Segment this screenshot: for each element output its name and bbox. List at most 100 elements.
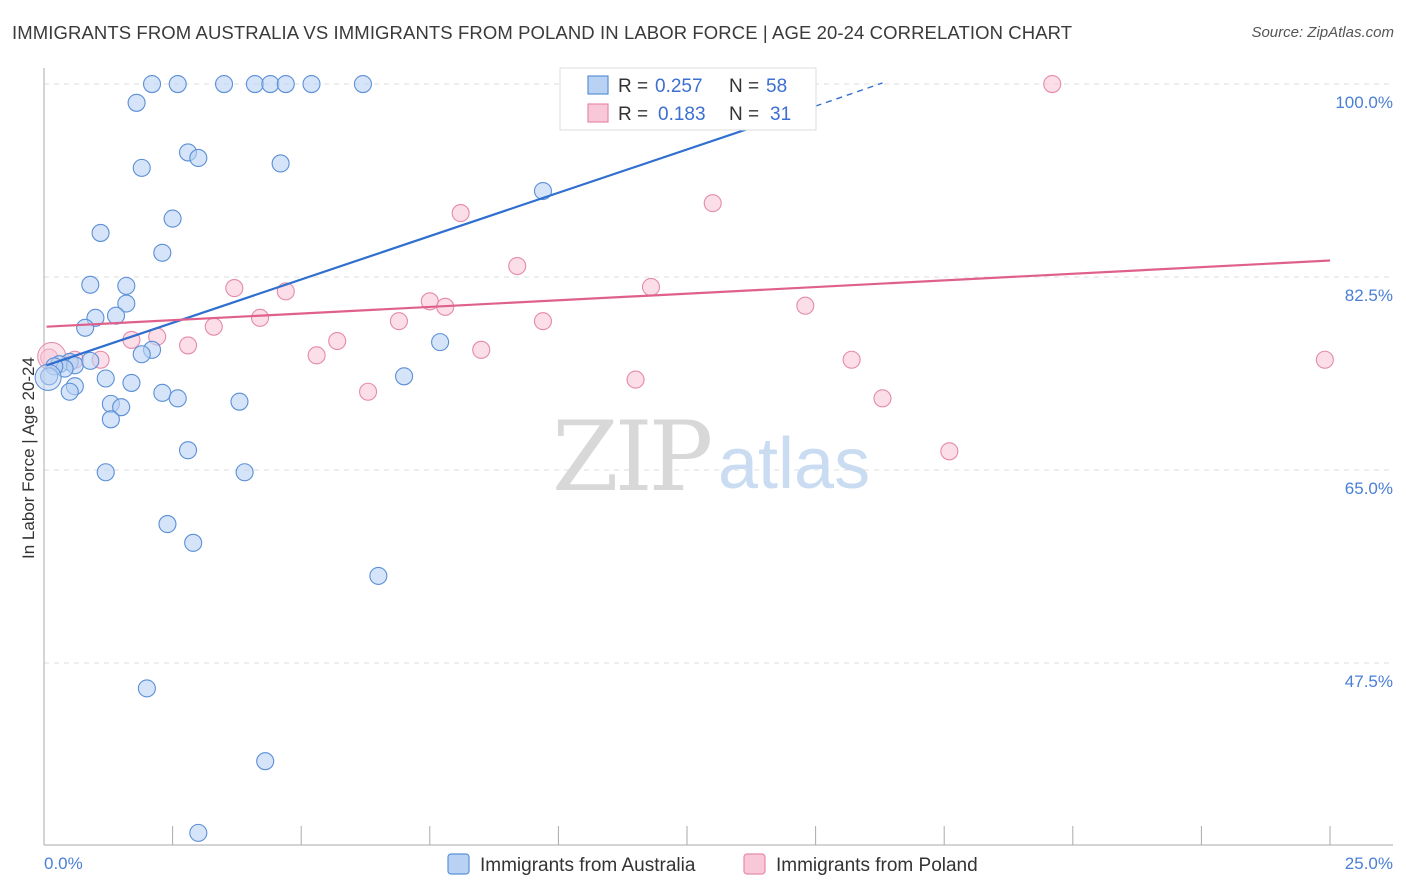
australia-point-18 xyxy=(117,276,136,295)
australia-point-36 xyxy=(60,382,79,401)
bottom-legend-swatch-poland xyxy=(743,853,766,875)
australia-point-22 xyxy=(76,318,95,337)
poland-point-12 xyxy=(389,312,408,331)
source-credit: Source: ZipAtlas.com xyxy=(1251,24,1394,41)
x-tick-label-min: 0.0% xyxy=(44,854,83,873)
australia-point-38 xyxy=(168,389,187,408)
poland-point-2 xyxy=(703,194,722,213)
bottom-legend-swatch-australia xyxy=(447,853,470,875)
australia-point-29 xyxy=(81,351,100,370)
y-tick-label-1: 65.0% xyxy=(1345,479,1393,498)
australia-point-4 xyxy=(261,75,280,94)
australia-point-21 xyxy=(106,306,126,325)
australia-point-44 xyxy=(178,441,198,460)
x-tick-label-max: 25.0% xyxy=(1345,854,1393,873)
australia-point-19 xyxy=(117,294,136,313)
australia-point-37 xyxy=(153,383,172,402)
poland-point-19 xyxy=(472,340,491,359)
y-tick-label-2: 82.5% xyxy=(1345,286,1393,305)
poland-point-4 xyxy=(508,256,527,276)
poland-point-1 xyxy=(1043,75,1062,94)
poland-point-13 xyxy=(533,312,553,331)
watermark-zip: ZIP xyxy=(552,401,711,513)
watermark-atlas: atlas xyxy=(718,424,870,504)
trend-lines xyxy=(46,82,1331,367)
australia-point-2 xyxy=(214,75,234,94)
poland-point-26 xyxy=(626,370,645,389)
chart-title: IMMIGRANTS FROM AUSTRALIA VS IMMIGRANTS … xyxy=(12,22,1073,43)
y-tick-label-3: 100.0% xyxy=(1335,93,1393,112)
bottom-legend-label-australia: Immigrants from Australia xyxy=(480,855,696,876)
australia-point-33 xyxy=(96,369,115,388)
australia-point-52 xyxy=(189,823,208,842)
australia-point-35 xyxy=(122,373,141,392)
watermark: ZIP atlas xyxy=(552,401,870,513)
australia-point-45 xyxy=(96,463,115,482)
poland-point-14 xyxy=(204,317,223,336)
legend-n-value-australia: 58 xyxy=(766,76,787,97)
y-tick-labels: 47.5% 65.0% 82.5% 100.0% xyxy=(1335,93,1393,691)
y-axis-label: In Labor Force | Age 20-24 xyxy=(19,357,38,559)
poland-point-10 xyxy=(796,296,815,315)
australia-point-17 xyxy=(81,275,100,294)
poland-point-18 xyxy=(178,336,198,355)
australia-point-9 xyxy=(132,158,151,177)
australia-point-5 xyxy=(276,75,295,94)
series-legend: Immigrants from Australia Immigrants fro… xyxy=(447,853,978,876)
poland-point-23 xyxy=(842,350,861,369)
australia-point-3 xyxy=(245,75,264,94)
poland-point-29 xyxy=(940,442,959,461)
bottom-legend-label-poland: Immigrants from Poland xyxy=(776,855,978,876)
poland-point-11 xyxy=(250,308,270,327)
australia-point-24 xyxy=(132,345,151,364)
legend-r-value-poland: 0.183 xyxy=(658,104,706,125)
australia-point-14 xyxy=(163,209,182,228)
poland-point-7 xyxy=(641,277,661,297)
australia-point-40 xyxy=(112,398,131,417)
series-australia-points xyxy=(34,75,553,842)
australia-point-48 xyxy=(184,533,203,552)
australia-point-41 xyxy=(230,392,249,411)
australia-point-8 xyxy=(127,93,146,112)
australia-point-42 xyxy=(395,367,414,386)
australia-point-46 xyxy=(235,463,254,482)
legend-n-label-australia: N = xyxy=(729,76,759,97)
legend-swatch-australia xyxy=(587,75,609,95)
poland-point-3 xyxy=(451,204,470,223)
australia-point-49 xyxy=(369,566,388,585)
australia-point-15 xyxy=(91,223,110,242)
trend-line-poland xyxy=(46,259,1331,328)
poland-point-5 xyxy=(225,279,244,298)
legend-n-value-poland: 31 xyxy=(770,104,791,125)
trend-line-australia xyxy=(46,105,816,367)
trend-line-australia-extension xyxy=(815,82,883,107)
australia-point-6 xyxy=(302,75,321,94)
poland-point-20 xyxy=(307,346,326,365)
australia-point-47 xyxy=(158,515,177,534)
gridlines xyxy=(44,83,1393,664)
australia-point-0 xyxy=(142,75,162,94)
legend-swatch-poland xyxy=(587,103,609,123)
poland-point-17 xyxy=(328,331,347,351)
australia-point-large xyxy=(34,363,62,391)
correlation-legend: R = 0.257 N = 58 R = 0.183 N = 31 xyxy=(559,67,817,131)
australia-point-43 xyxy=(101,410,120,429)
legend-r-label-poland: R = xyxy=(618,104,648,125)
australia-point-16 xyxy=(153,243,172,262)
legend-n-label-poland: N = xyxy=(729,104,759,125)
australia-point-12 xyxy=(271,154,290,173)
australia-point-7 xyxy=(353,75,372,94)
australia-point-11 xyxy=(189,148,208,167)
legend-r-value-australia: 0.257 xyxy=(655,76,703,97)
australia-point-25 xyxy=(431,333,450,352)
legend-r-label-australia: R = xyxy=(618,76,648,97)
axes xyxy=(43,68,1393,846)
australia-point-51 xyxy=(256,752,275,771)
australia-point-1 xyxy=(168,75,187,94)
australia-point-13 xyxy=(533,181,553,201)
poland-point-27 xyxy=(359,382,378,401)
poland-point-24 xyxy=(1315,350,1334,369)
australia-point-50 xyxy=(137,679,156,698)
y-tick-label-0: 47.5% xyxy=(1345,672,1393,691)
